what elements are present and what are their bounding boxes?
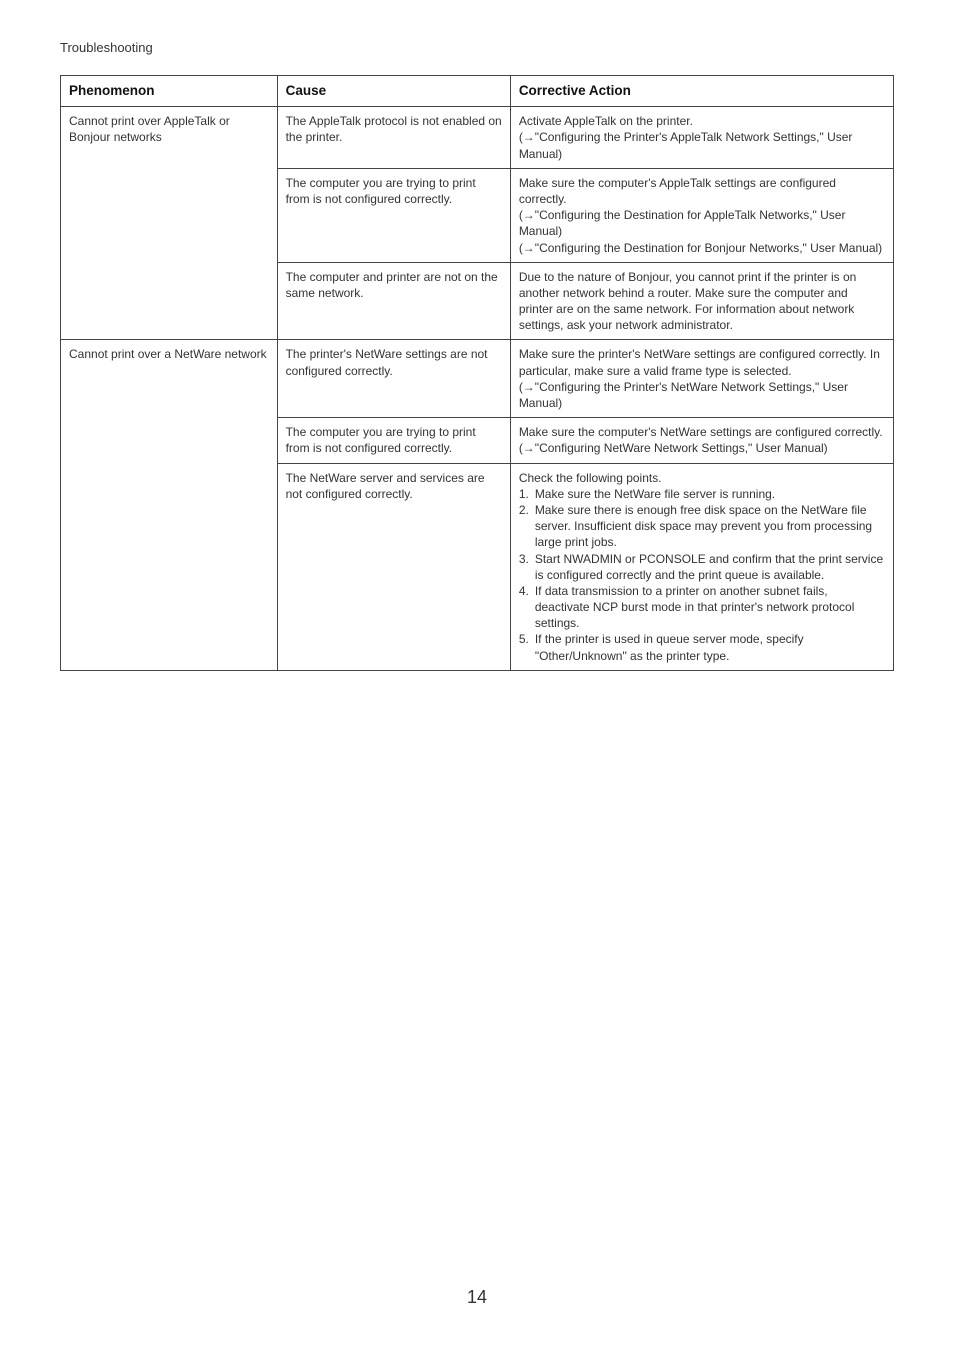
cause-cell: The AppleTalk protocol is not enabled on… bbox=[277, 107, 510, 169]
troubleshooting-table: Phenomenon Cause Corrective Action Canno… bbox=[60, 75, 894, 671]
action-line: (→"Configuring the Destination for Bonjo… bbox=[519, 240, 885, 256]
action-cell: Check the following points.1.Make sure t… bbox=[510, 463, 893, 670]
table-row: Cannot print over AppleTalk or Bonjour n… bbox=[61, 107, 894, 169]
list-text: If data transmission to a printer on ano… bbox=[533, 583, 885, 632]
cause-cell: The printer's NetWare settings are not c… bbox=[277, 340, 510, 418]
action-list-item: 2.Make sure there is enough free disk sp… bbox=[519, 502, 885, 551]
list-number: 2. bbox=[519, 502, 533, 551]
action-cell: Make sure the computer's AppleTalk setti… bbox=[510, 168, 893, 262]
action-cell: Make sure the computer's NetWare setting… bbox=[510, 418, 893, 463]
phenomenon-cell: Cannot print over a NetWare network bbox=[61, 340, 278, 670]
list-number: 4. bbox=[519, 583, 533, 632]
action-line: Make sure the printer's NetWare settings… bbox=[519, 346, 885, 378]
list-text: Make sure the NetWare file server is run… bbox=[533, 486, 885, 502]
col-header-action: Corrective Action bbox=[510, 76, 893, 107]
list-number: 1. bbox=[519, 486, 533, 502]
action-line: (→"Configuring the Destination for Apple… bbox=[519, 207, 885, 239]
cause-cell: The NetWare server and services are not … bbox=[277, 463, 510, 670]
table-row: Cannot print over a NetWare networkThe p… bbox=[61, 340, 894, 418]
list-text: Make sure there is enough free disk spac… bbox=[533, 502, 885, 551]
action-line: (→"Configuring the Printer's NetWare Net… bbox=[519, 379, 885, 411]
list-text: Start NWADMIN or PCONSOLE and confirm th… bbox=[533, 551, 885, 583]
action-cell: Activate AppleTalk on the printer.(→"Con… bbox=[510, 107, 893, 169]
action-cell: Make sure the printer's NetWare settings… bbox=[510, 340, 893, 418]
action-cell: Due to the nature of Bonjour, you cannot… bbox=[510, 262, 893, 340]
page-number: 14 bbox=[0, 1287, 954, 1308]
action-line: Make sure the computer's AppleTalk setti… bbox=[519, 175, 885, 207]
phenomenon-cell: Cannot print over AppleTalk or Bonjour n… bbox=[61, 107, 278, 340]
list-text: If the printer is used in queue server m… bbox=[533, 631, 885, 663]
action-line: (→"Configuring NetWare Network Settings,… bbox=[519, 440, 885, 456]
action-list-item: 4.If data transmission to a printer on a… bbox=[519, 583, 885, 632]
cause-cell: The computer you are trying to print fro… bbox=[277, 168, 510, 262]
col-header-cause: Cause bbox=[277, 76, 510, 107]
action-line: Make sure the computer's NetWare setting… bbox=[519, 424, 885, 440]
action-line: Due to the nature of Bonjour, you cannot… bbox=[519, 269, 885, 334]
list-number: 3. bbox=[519, 551, 533, 583]
action-list-item: 1.Make sure the NetWare file server is r… bbox=[519, 486, 885, 502]
action-line: (→"Configuring the Printer's AppleTalk N… bbox=[519, 129, 885, 161]
col-header-phenomenon: Phenomenon bbox=[61, 76, 278, 107]
cause-cell: The computer you are trying to print fro… bbox=[277, 418, 510, 463]
section-title: Troubleshooting bbox=[60, 40, 894, 55]
list-number: 5. bbox=[519, 631, 533, 663]
action-list-item: 3.Start NWADMIN or PCONSOLE and confirm … bbox=[519, 551, 885, 583]
action-intro: Check the following points. bbox=[519, 470, 885, 486]
action-list-item: 5.If the printer is used in queue server… bbox=[519, 631, 885, 663]
action-line: Activate AppleTalk on the printer. bbox=[519, 113, 885, 129]
cause-cell: The computer and printer are not on the … bbox=[277, 262, 510, 340]
